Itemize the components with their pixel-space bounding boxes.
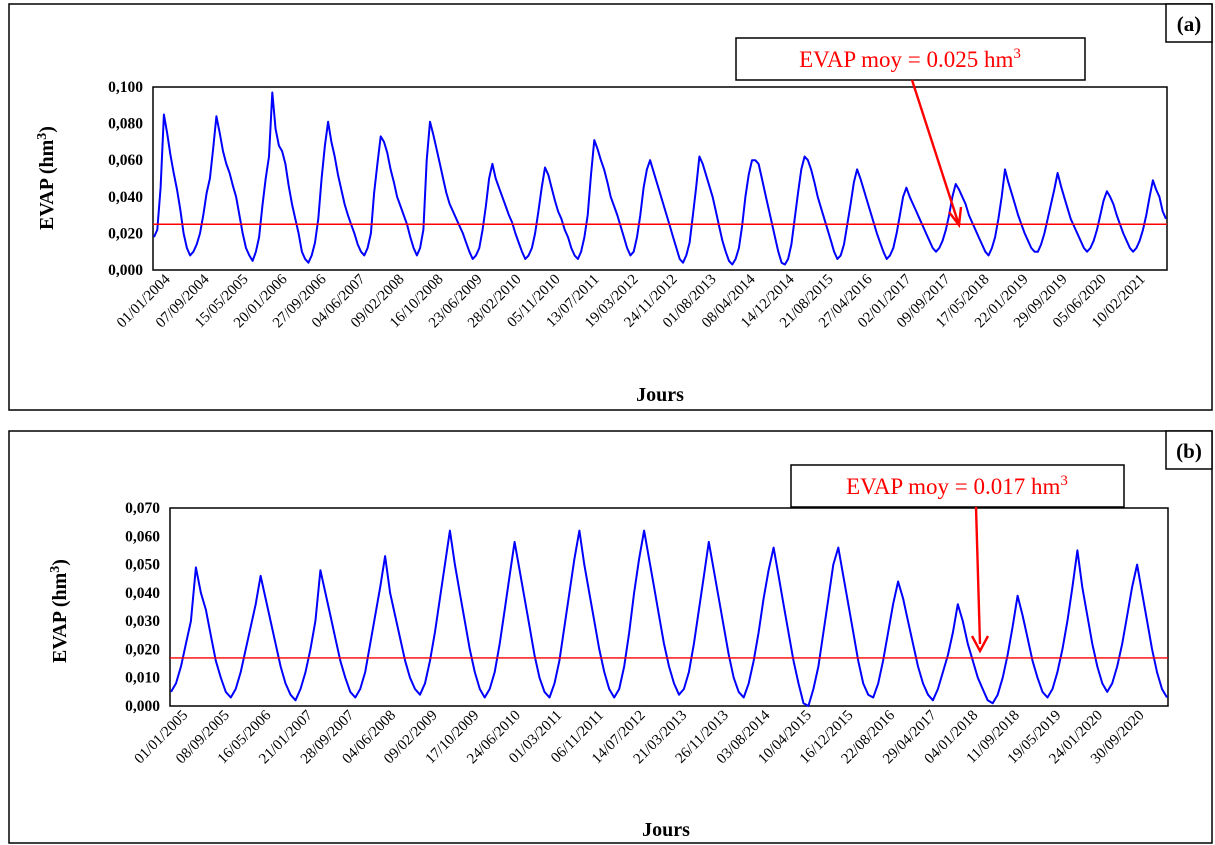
- annotation-box-a: [735, 37, 1086, 81]
- y-tick-label: 0,070: [125, 500, 160, 517]
- annotation-arrow-b: [974, 506, 982, 645]
- y-axis-a: 0,000 0,020 0,040 0,060 0,080 0,100: [108, 79, 143, 279]
- y-tick-label: 0,020: [125, 641, 160, 658]
- y-label-b-sup: 3: [48, 566, 63, 573]
- plot-area-b: [169, 507, 1169, 707]
- plot-area-a: [152, 86, 1168, 271]
- panel-b-label-box: [1165, 430, 1213, 470]
- y-label-a-sup: 3: [35, 133, 50, 140]
- y-tick-label: 0,080: [108, 116, 143, 133]
- chart-panel-b: (b) 0,0000,0100,0200,0300,0400,0500,0600…: [8, 430, 1213, 844]
- y-tick-label: 0,040: [108, 189, 143, 206]
- series-line-b: [170, 529, 1168, 707]
- annotation-b-sup: 3: [1060, 473, 1068, 489]
- y-tick-label: 0,050: [125, 557, 160, 574]
- x-axis-label-b: Jours: [642, 819, 690, 841]
- y-tick-label: 0,020: [108, 225, 143, 242]
- y-axis-label-b: EVAP (hm3): [48, 559, 71, 663]
- annotation-arrowhead-b: [970, 635, 990, 654]
- panel-b-label: (b): [1176, 439, 1202, 463]
- y-label-a-prefix: EVAP (hm: [36, 139, 58, 230]
- panel-a-label: (a): [1177, 12, 1202, 36]
- y-axis-label-a: EVAP (hm3): [35, 126, 58, 230]
- y-axis-b: 0,000 0,010 0,020 0,030 0,040 0,050 0,060 0,070: [125, 500, 160, 715]
- panel-a-label-box: [1165, 3, 1213, 43]
- annotation-a-sup: 3: [1013, 46, 1021, 62]
- y-tick-label: 0,100: [108, 79, 143, 96]
- y-tick-label: 0,040: [125, 585, 160, 602]
- x-axis-label-a: Jours: [636, 384, 684, 406]
- annotation-text-b: EVAP moy = 0.017 hm3: [846, 473, 1068, 499]
- y-tick-label: 0,000: [108, 262, 143, 279]
- annotation-box-b: [790, 464, 1125, 508]
- annotation-a-prefix: EVAP moy = 0.025 hm: [799, 47, 1013, 72]
- y-tick-label: 0,000: [125, 698, 160, 715]
- y-label-b-suffix: ): [49, 559, 71, 566]
- y-tick-label: 0,060: [108, 152, 143, 169]
- annotation-text-a: EVAP moy = 0.025 hm3: [799, 46, 1021, 72]
- y-tick-label: 0,010: [125, 670, 160, 687]
- annotation-b-prefix: EVAP moy = 0.017 hm: [846, 474, 1060, 499]
- y-label-b-prefix: EVAP (hm: [49, 572, 71, 663]
- annotation-arrowhead-a: [948, 206, 963, 229]
- y-tick-label: 0,060: [125, 528, 160, 545]
- annotation-arrow-a: [910, 79, 960, 223]
- y-tick-label: 0,030: [125, 613, 160, 630]
- y-label-a-suffix: ): [36, 126, 58, 133]
